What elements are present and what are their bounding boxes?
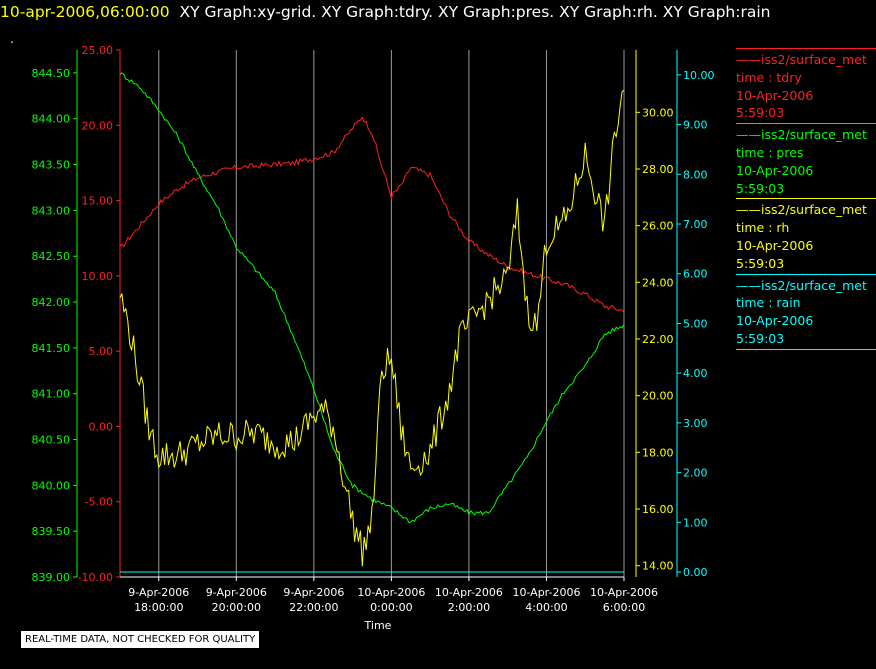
legend-date: 10-Apr-2006	[736, 237, 814, 253]
pres-tick-label: 839.00	[32, 571, 71, 584]
legend-var: time : rain	[736, 295, 801, 311]
x-tick-date: 9-Apr-2006	[206, 586, 267, 599]
pres-tick-label: 841.50	[32, 342, 71, 355]
rain-tick-label: 10.00	[683, 69, 715, 82]
x-tick-time: 6:00:00	[603, 601, 645, 614]
rh-tick-label: 30.00	[642, 106, 674, 119]
x-tick-time: 4:00:00	[525, 601, 567, 614]
x-axis-label: Time	[364, 619, 392, 632]
tdry-series-line	[119, 116, 625, 314]
header-graph-list: XY Graph:xy-grid. XY Graph:tdry. XY Grap…	[179, 3, 771, 21]
rh-tick-label: 20.00	[642, 390, 674, 403]
x-tick-date: 10-Apr-2006	[590, 586, 658, 599]
legend-source: ——iss2/surface_met	[736, 202, 867, 218]
x-tick-time: 22:00:00	[289, 601, 338, 614]
pres-tick-label: 843.00	[32, 204, 71, 217]
x-tick-date: 9-Apr-2006	[128, 586, 189, 599]
rh-tick-label: 28.00	[642, 163, 674, 176]
legend-time: 5:59:03	[736, 330, 785, 346]
pres-tick-label: 842.00	[32, 296, 71, 309]
pres-tick-label: 840.00	[32, 479, 71, 492]
x-tick-time: 20:00:00	[212, 601, 261, 614]
legend-time: 5:59:03	[736, 105, 785, 121]
tdry-tick-label: 15.00	[82, 195, 114, 208]
tdry-tick-label: 5.00	[89, 345, 114, 358]
rain-tick-label: 2.00	[683, 467, 708, 480]
legend-source: ——iss2/surface_met	[736, 277, 867, 293]
legend-var: time : rh	[736, 220, 790, 236]
pres-tick-label: 840.50	[32, 434, 71, 447]
legend-date: 10-Apr-2006	[736, 87, 814, 103]
legend-date: 10-Apr-2006	[736, 162, 814, 178]
rain-tick-label: 4.00	[683, 367, 708, 380]
rain-tick-label: 6.00	[683, 268, 708, 281]
x-tick-date: 10-Apr-2006	[357, 586, 425, 599]
legend-entry: ——iss2/surface_met time : pres 10-Apr-2006…	[736, 123, 876, 198]
pres-tick-label: 844.50	[32, 67, 71, 80]
rh-series-line	[119, 89, 625, 567]
x-tick-date: 10-Apr-2006	[435, 586, 503, 599]
legend-var: time : tdry	[736, 69, 802, 85]
header-dot: .	[10, 32, 14, 46]
rh-tick-label: 22.00	[642, 333, 674, 346]
legend-time: 5:59:03	[736, 255, 785, 271]
legend-var: time : pres	[736, 144, 804, 160]
rh-tick-label: 24.00	[642, 276, 674, 289]
x-tick-date: 10-Apr-2006	[512, 586, 580, 599]
pres-tick-label: 842.50	[32, 250, 71, 263]
pres-tick-label: 844.00	[32, 113, 71, 126]
legend-date: 10-Apr-2006	[736, 313, 814, 329]
tdry-tick-label: 0.00	[89, 420, 114, 433]
rh-tick-label: 18.00	[642, 446, 674, 459]
legend-source: ——iss2/surface_met	[736, 52, 867, 67]
pres-tick-label: 841.00	[32, 388, 71, 401]
rain-tick-label: 8.00	[683, 168, 708, 181]
x-tick-time: 2:00:00	[448, 601, 490, 614]
tdry-tick-label: -5.00	[85, 496, 113, 509]
pres-series-line	[119, 72, 625, 524]
x-tick-time: 0:00:00	[370, 601, 412, 614]
legend-source: ——iss2/surface_met	[736, 127, 867, 143]
x-tick-date: 9-Apr-2006	[283, 586, 344, 599]
tdry-tick-label: 25.00	[82, 44, 114, 57]
rain-tick-label: 1.00	[683, 516, 708, 529]
rh-tick-label: 16.00	[642, 503, 674, 516]
tdry-tick-label: 10.00	[82, 270, 114, 283]
rh-tick-label: 14.00	[642, 560, 674, 573]
quality-disclaimer: REAL-TIME DATA, NOT CHECKED FOR QUALITY	[21, 631, 260, 648]
pres-tick-label: 839.50	[32, 525, 71, 538]
rain-tick-label: 7.00	[683, 218, 708, 231]
header-timestamp: 10-apr-2006,06:00:00	[0, 3, 170, 21]
rain-tick-label: 9.00	[683, 119, 708, 132]
tdry-tick-label: 20.00	[82, 119, 114, 132]
rain-tick-label: 3.00	[683, 417, 708, 430]
x-tick-time: 18:00:00	[134, 601, 183, 614]
tdry-tick-label: -10.00	[78, 571, 113, 584]
rh-tick-label: 26.00	[642, 220, 674, 233]
pres-tick-label: 843.50	[32, 159, 71, 172]
legend-time: 5:59:03	[736, 180, 785, 196]
legend: ——iss2/surface_met time : tdry 10-Apr-2006…	[736, 48, 876, 350]
rain-tick-label: 5.00	[683, 317, 708, 330]
chart-header: 10-apr-2006,06:00:00 XY Graph:xy-grid. X…	[0, 3, 770, 21]
rain-tick-label: 0.00	[683, 566, 708, 579]
